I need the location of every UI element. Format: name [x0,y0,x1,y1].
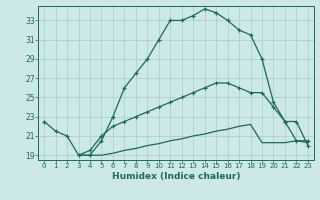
X-axis label: Humidex (Indice chaleur): Humidex (Indice chaleur) [112,172,240,181]
